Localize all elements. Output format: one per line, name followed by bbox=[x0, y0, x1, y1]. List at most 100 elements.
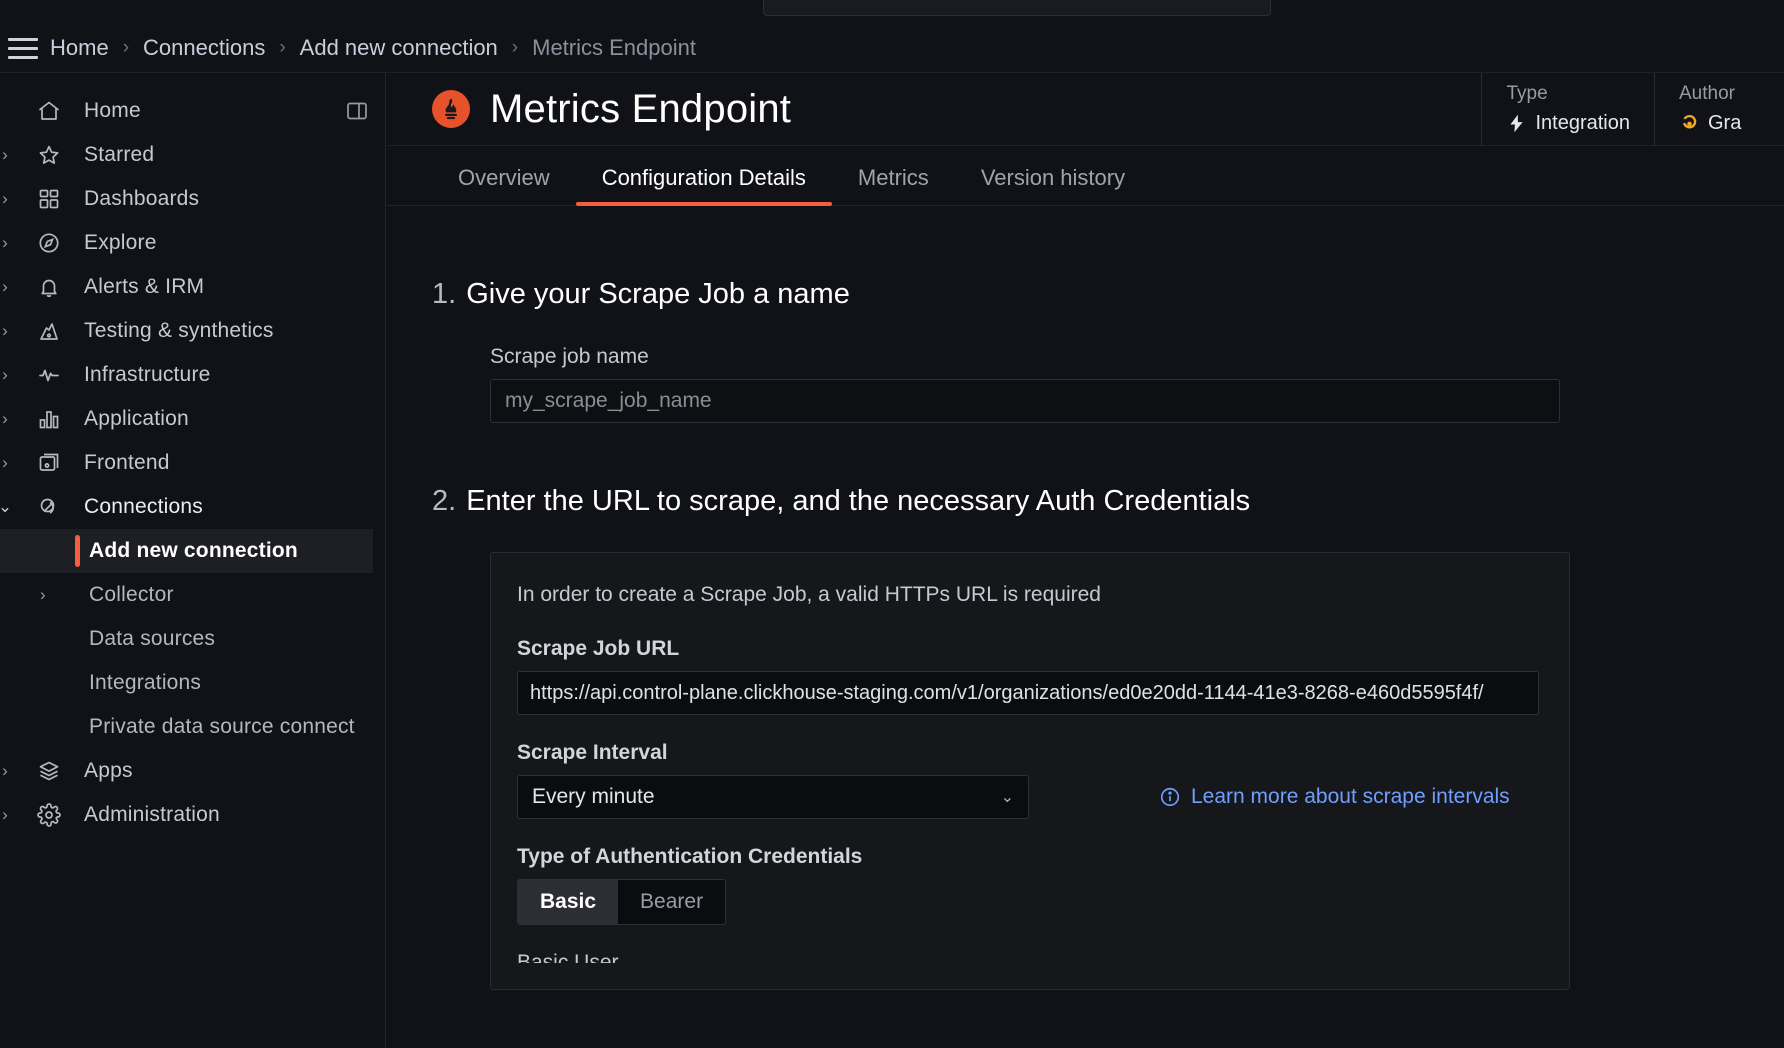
auth-type-radio-group[interactable]: Basic Bearer bbox=[517, 879, 727, 925]
scrape-job-url-label: Scrape Job URL bbox=[517, 637, 680, 660]
basic-user-label: Basic User bbox=[517, 951, 619, 963]
learn-more-label: Learn more about scrape intervals bbox=[1191, 785, 1510, 808]
menu-toggle-icon[interactable] bbox=[4, 34, 42, 62]
meta-type: Type Integration bbox=[1481, 73, 1654, 146]
sidebar-item-label: Dashboards bbox=[84, 187, 200, 210]
sidebar-item-label: Testing & synthetics bbox=[84, 319, 274, 342]
top-strip bbox=[0, 0, 1784, 24]
bell-icon bbox=[36, 274, 62, 300]
scrape-job-name-input[interactable]: my_scrape_job_name bbox=[490, 379, 1560, 423]
connections-icon bbox=[36, 494, 62, 520]
sidebar-item-application[interactable]: › Application bbox=[0, 397, 385, 441]
auth-type-basic-option[interactable]: Basic bbox=[518, 880, 619, 924]
chevron-right-icon[interactable]: › bbox=[2, 277, 8, 296]
tab-configuration-details[interactable]: Configuration Details bbox=[575, 165, 833, 206]
chevron-down-icon[interactable]: ⌄ bbox=[0, 496, 16, 518]
breadcrumb-separator-icon: › bbox=[279, 37, 286, 58]
dashboards-icon bbox=[36, 186, 62, 212]
chevron-right-icon[interactable]: › bbox=[2, 409, 8, 428]
sidebar-item-label: Explore bbox=[84, 231, 157, 254]
scrape-job-url-input[interactable]: https://api.control-plane.clickhouse-sta… bbox=[517, 671, 1539, 715]
meta-type-value: Integration bbox=[1506, 112, 1630, 135]
page-title: Metrics Endpoint bbox=[490, 86, 792, 131]
step1-heading: 1. Give your Scrape Job a name bbox=[432, 278, 1784, 311]
dock-menu-icon[interactable] bbox=[345, 99, 369, 123]
sidebar-item-label: Home bbox=[84, 99, 141, 122]
chevron-right-icon[interactable]: › bbox=[40, 585, 46, 604]
chevron-right-icon[interactable]: › bbox=[2, 145, 8, 164]
scrape-job-name-value: my_scrape_job_name bbox=[505, 389, 712, 412]
sidebar-item-apps[interactable]: › Apps bbox=[0, 749, 385, 793]
sidebar-item-connections[interactable]: ⌄ Connections bbox=[0, 485, 385, 529]
layers-icon bbox=[36, 758, 62, 784]
step2-heading: 2. Enter the URL to scrape, and the nece… bbox=[432, 485, 1784, 518]
sidebar-item-private-data-source-connect[interactable]: Private data source connect bbox=[0, 705, 385, 749]
sidebar-item-label: Alerts & IRM bbox=[84, 275, 205, 298]
meta-author: Author Gra bbox=[1654, 73, 1784, 146]
sidebar-item-label: Infrastructure bbox=[84, 363, 211, 386]
breadcrumb-item-add-new-connection[interactable]: Add new connection bbox=[299, 35, 498, 60]
sidebar-item-label: Connections bbox=[84, 495, 203, 518]
prometheus-icon bbox=[432, 90, 470, 128]
sidebar-item-label: Add new connection bbox=[89, 539, 298, 562]
meta-author-label: Author bbox=[1679, 83, 1735, 104]
breadcrumb-item-metrics-endpoint: Metrics Endpoint bbox=[532, 35, 696, 60]
testing-icon bbox=[36, 318, 62, 344]
main-content: Metrics Endpoint Type Integration Author… bbox=[387, 73, 1784, 1048]
tab-overview[interactable]: Overview bbox=[458, 165, 550, 190]
sidebar-item-label: Data sources bbox=[89, 627, 216, 650]
chevron-right-icon[interactable]: › bbox=[2, 321, 8, 340]
scrape-interval-row: Every minute ⌄ Learn more about scrape i… bbox=[517, 775, 1543, 845]
chevron-right-icon[interactable]: › bbox=[2, 365, 8, 384]
sidebar-item-home[interactable]: Home bbox=[0, 89, 385, 133]
auth-type-bearer-option[interactable]: Bearer bbox=[640, 890, 704, 913]
global-search-input[interactable] bbox=[763, 0, 1271, 16]
chevron-right-icon[interactable]: › bbox=[2, 189, 8, 208]
page-header: Metrics Endpoint Type Integration Author… bbox=[387, 73, 1784, 146]
chevron-right-icon[interactable]: › bbox=[2, 453, 8, 472]
scrape-interval-label: Scrape Interval bbox=[517, 741, 668, 764]
sidebar-item-frontend[interactable]: › Frontend bbox=[0, 441, 385, 485]
sidebar-item-explore[interactable]: › Explore bbox=[0, 221, 385, 265]
sidebar-item-data-sources[interactable]: Data sources bbox=[0, 617, 385, 661]
sidebar-item-dashboards[interactable]: › Dashboards bbox=[0, 177, 385, 221]
breadcrumb-item-connections[interactable]: Connections bbox=[143, 35, 266, 60]
scrape-interval-select[interactable]: Every minute ⌄ bbox=[517, 775, 1029, 819]
breadcrumb-bar: Home › Connections › Add new connection … bbox=[0, 24, 1784, 73]
breadcrumb-item-home[interactable]: Home bbox=[50, 35, 109, 60]
sidebar-item-integrations[interactable]: Integrations bbox=[0, 661, 385, 705]
sidebar-item-infrastructure[interactable]: › Infrastructure bbox=[0, 353, 385, 397]
sidebar-item-label: Private data source connect bbox=[89, 715, 355, 738]
chevron-right-icon[interactable]: › bbox=[2, 761, 8, 780]
meta-author-value: Gra bbox=[1679, 112, 1760, 135]
sidebar-item-label: Apps bbox=[84, 759, 133, 782]
tab-metrics[interactable]: Metrics bbox=[857, 165, 929, 190]
sidebar-item-starred[interactable]: › Starred bbox=[0, 133, 385, 177]
sidebar-item-label: Frontend bbox=[84, 451, 170, 474]
step1-title: Give your Scrape Job a name bbox=[466, 278, 850, 310]
sidebar-item-administration[interactable]: › Administration bbox=[0, 793, 385, 837]
scrape-interval-value: Every minute bbox=[532, 785, 655, 808]
bolt-icon bbox=[1510, 114, 1524, 133]
sidebar-item-add-new-connection[interactable]: Add new connection bbox=[0, 529, 373, 573]
step2-title: Enter the URL to scrape, and the necessa… bbox=[466, 485, 1251, 517]
sidebar-item-label: Application bbox=[84, 407, 189, 430]
sidebar-item-testing-synthetics[interactable]: › Testing & synthetics bbox=[0, 309, 385, 353]
chevron-right-icon[interactable]: › bbox=[2, 233, 8, 252]
configuration-form: 1. Give your Scrape Job a name Scrape jo… bbox=[387, 206, 1784, 990]
tab-version-history[interactable]: Version history bbox=[980, 165, 1126, 190]
star-icon bbox=[36, 142, 62, 168]
sidebar-item-alerts-irm[interactable]: › Alerts & IRM bbox=[0, 265, 385, 309]
chevron-down-icon[interactable]: ⌄ bbox=[1000, 789, 1014, 806]
chevron-right-icon[interactable]: › bbox=[2, 805, 8, 824]
learn-more-scrape-intervals-link[interactable]: Learn more about scrape intervals bbox=[1159, 785, 1510, 809]
sidebar-item-collector[interactable]: › Collector bbox=[0, 573, 385, 617]
auth-type-label: Type of Authentication Credentials bbox=[517, 845, 863, 868]
step1-number: 1. bbox=[432, 278, 457, 310]
meta-type-text: Integration bbox=[1535, 112, 1630, 134]
scrape-job-name-label: Scrape job name bbox=[490, 345, 649, 368]
compass-icon bbox=[36, 230, 62, 256]
breadcrumb: Home › Connections › Add new connection … bbox=[48, 35, 698, 61]
panel-info-text: In order to create a Scrape Job, a valid… bbox=[517, 583, 1101, 606]
info-circle-icon bbox=[1160, 787, 1180, 807]
